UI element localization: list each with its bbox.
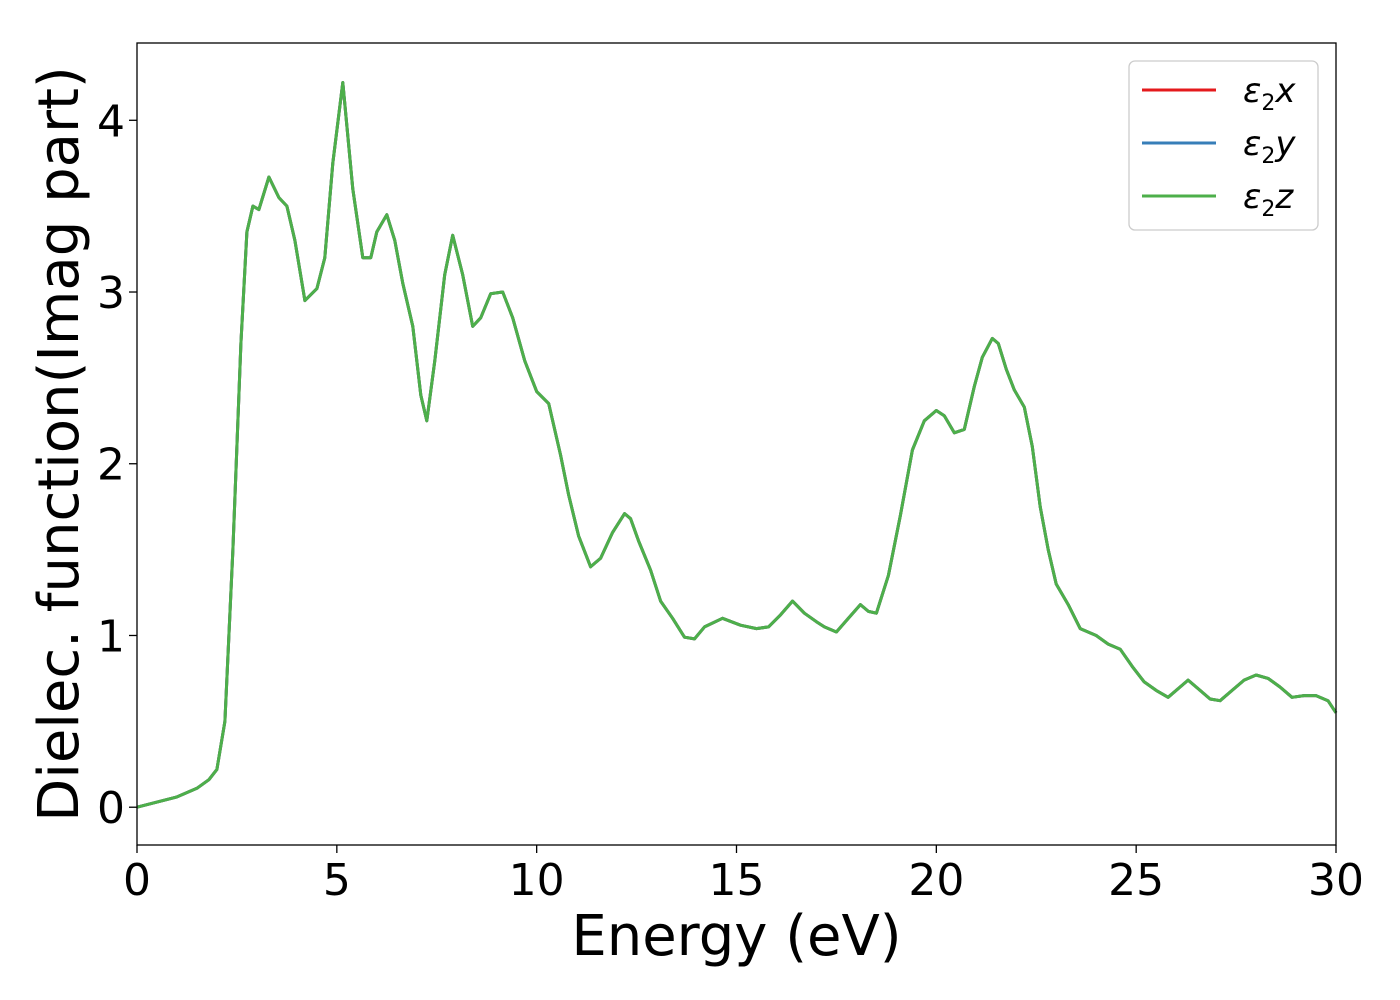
- y-axis-label: Dielec. function(Imag part): [27, 66, 92, 822]
- legend-box: [1128, 60, 1319, 231]
- legend-label-z: ε2z: [1243, 177, 1294, 222]
- x-axis: 0 5 10 15 20 25 30: [123, 845, 1364, 906]
- y-tick-label: 2: [97, 440, 125, 491]
- legend-label-x: ε2x: [1243, 71, 1296, 116]
- y-tick-label: 4: [97, 96, 125, 147]
- plot-area: [136, 81, 1338, 809]
- x-tick-label: 5: [323, 855, 351, 906]
- x-axis-label: Energy (eV): [571, 904, 901, 969]
- y-tick-label: 0: [97, 783, 125, 834]
- x-tick-label: 15: [709, 855, 765, 906]
- x-tick-label: 25: [1108, 855, 1164, 906]
- y-tick-label: 3: [97, 268, 125, 319]
- y-tick-label: 1: [97, 611, 125, 662]
- x-tick-label: 10: [509, 855, 565, 906]
- x-tick-label: 30: [1308, 855, 1364, 906]
- legend: ε2x ε2y ε2z: [1128, 60, 1319, 231]
- x-tick-label: 0: [123, 855, 151, 906]
- y-axis: 0 1 2 3 4: [97, 96, 137, 834]
- legend-label-y: ε2y: [1243, 124, 1296, 169]
- x-tick-label: 20: [908, 855, 964, 906]
- series-line-z: [136, 81, 1338, 809]
